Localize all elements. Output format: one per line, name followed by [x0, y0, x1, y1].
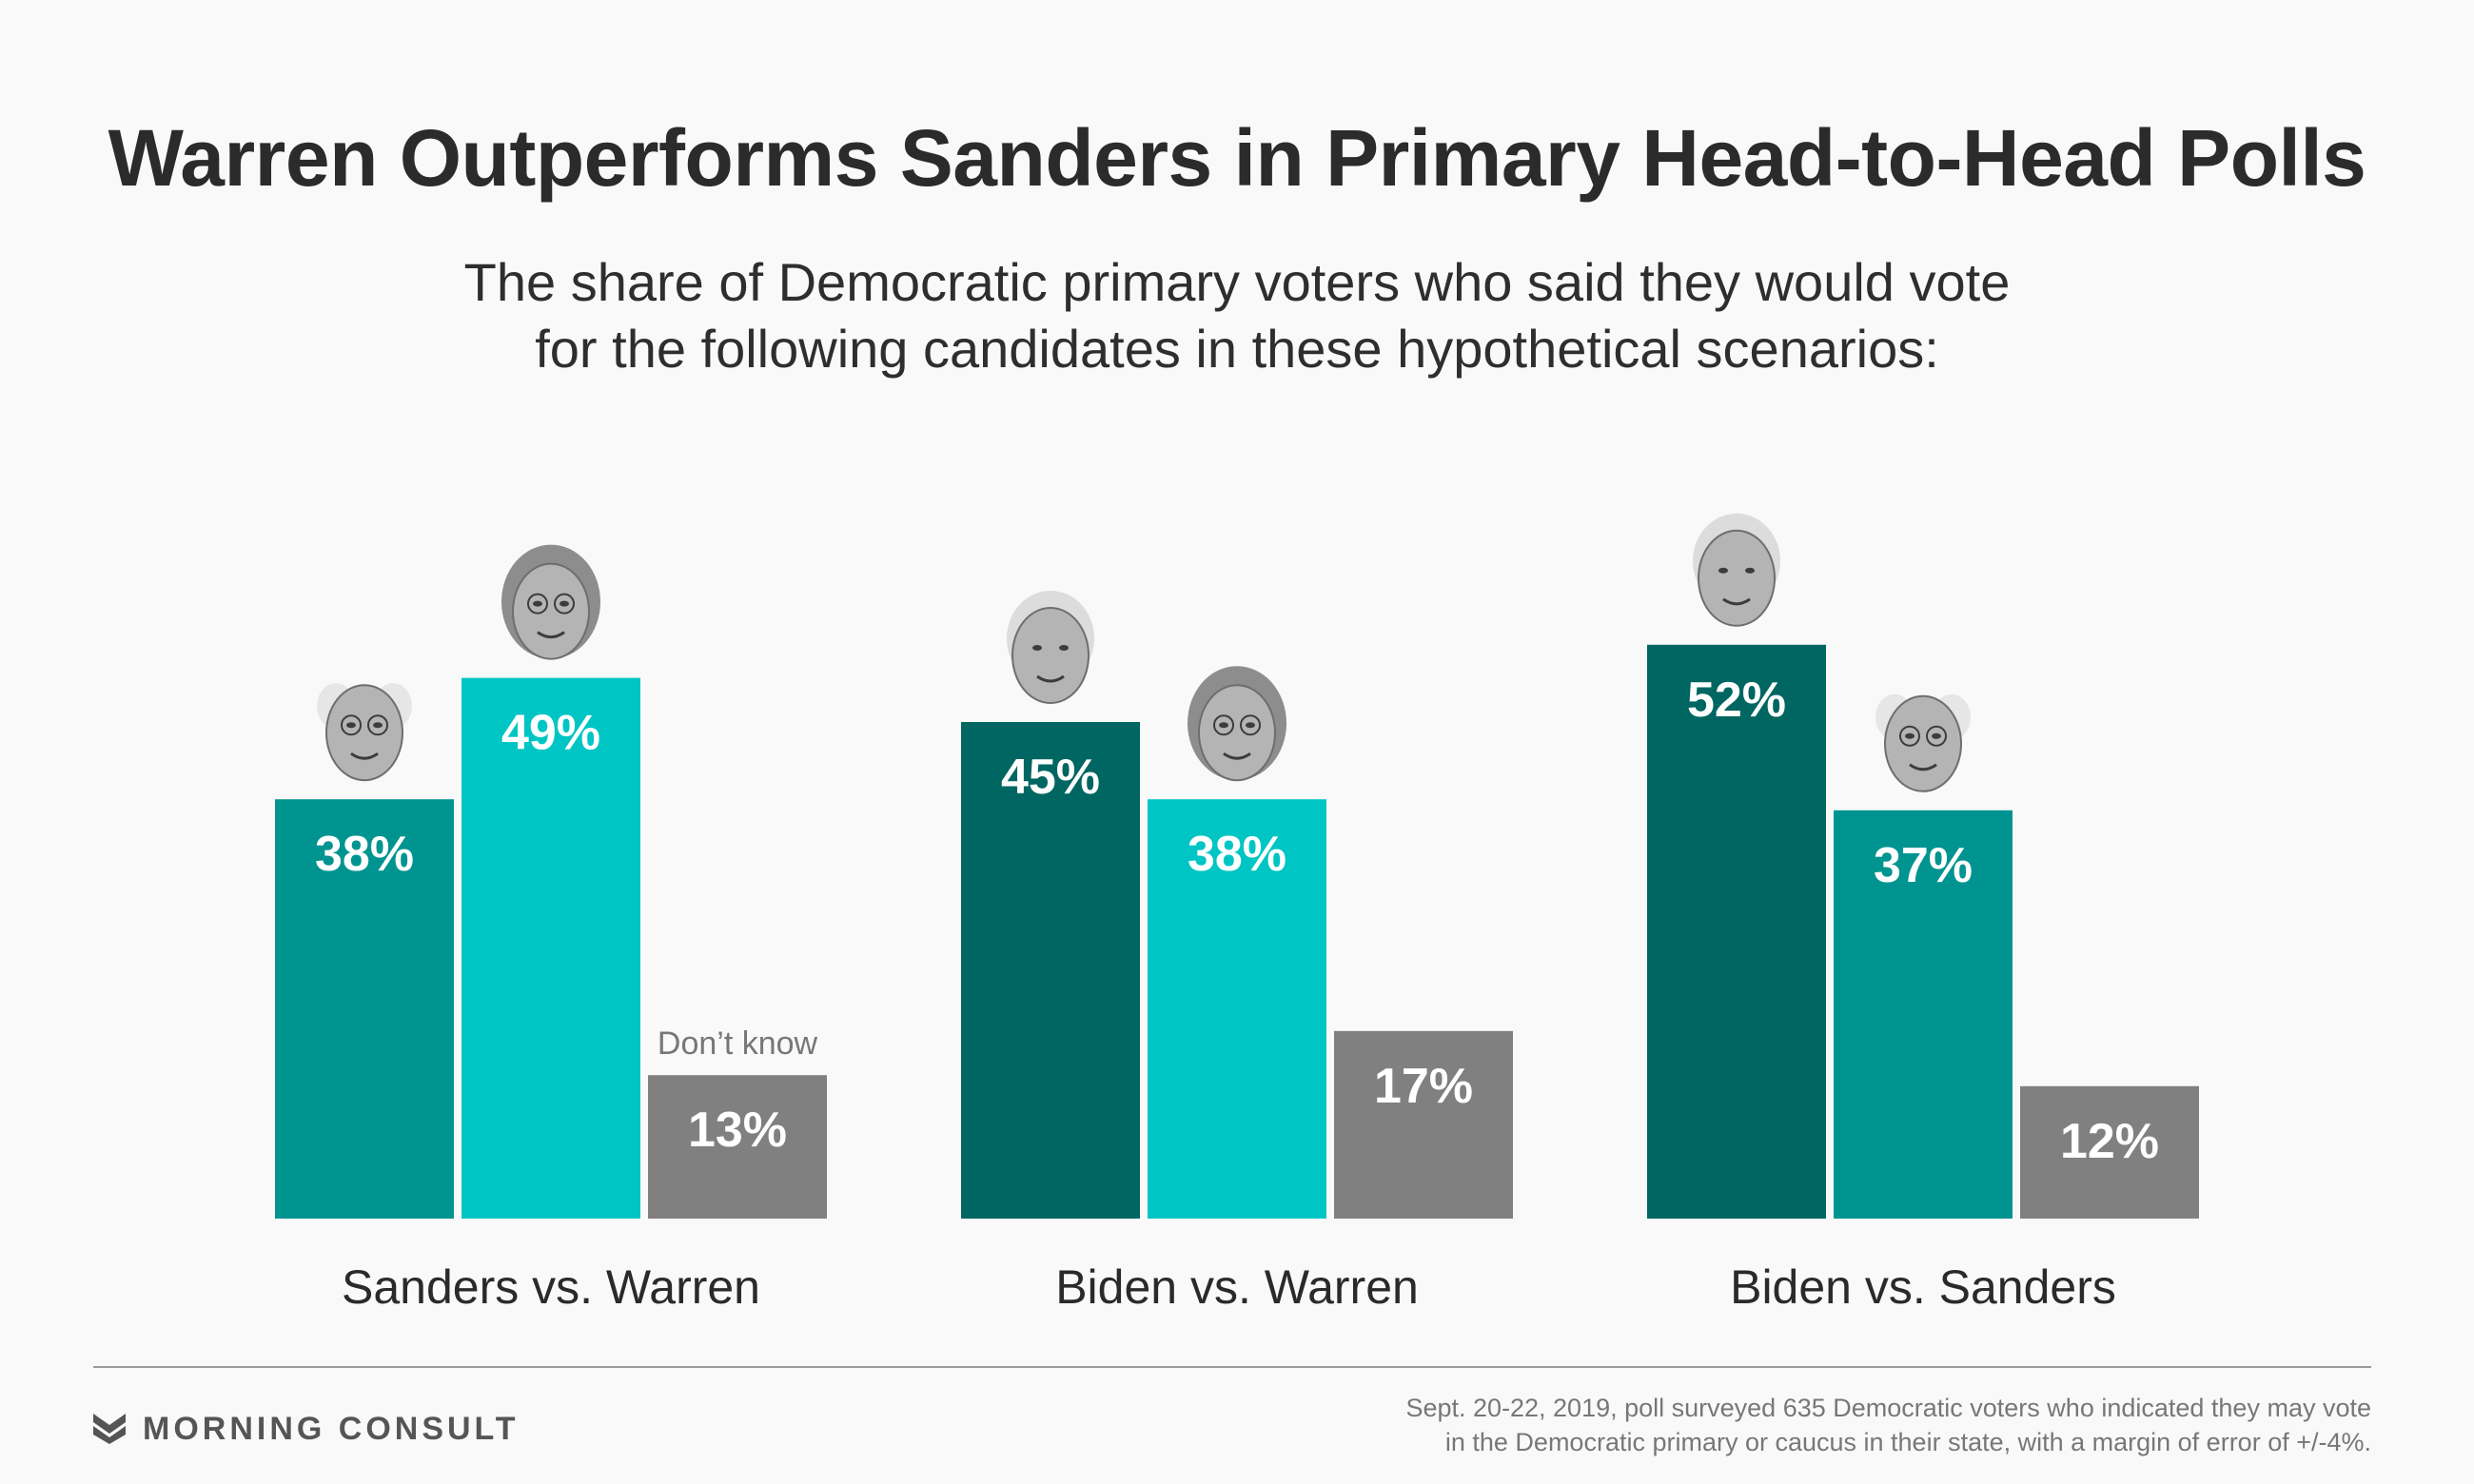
bar-value-label: 52%	[1687, 673, 1786, 728]
bar-sanders	[1834, 810, 2013, 1219]
sanders-face-icon	[317, 683, 412, 782]
bar-value-label: 13%	[688, 1103, 787, 1158]
bar-dontknow	[648, 1075, 827, 1219]
warren-face-icon	[1188, 666, 1286, 782]
bar-warren	[461, 677, 640, 1219]
bar-biden	[961, 722, 1140, 1219]
bar-dontknow	[2020, 1085, 2199, 1219]
bar-value-label: 12%	[2060, 1114, 2159, 1169]
biden-face-icon	[1693, 513, 1780, 627]
bar-value-label: 38%	[1188, 827, 1286, 882]
warren-face-icon	[501, 544, 600, 660]
bar-biden	[1647, 644, 1826, 1219]
category-label: Sanders vs. Warren	[342, 1260, 760, 1314]
category-label: Biden vs. Warren	[1055, 1260, 1419, 1314]
bar-dontknow	[1334, 1030, 1513, 1219]
bar-sanders	[275, 799, 454, 1219]
bar-value-label: 38%	[315, 827, 414, 882]
category-label: Biden vs. Sanders	[1730, 1260, 2116, 1314]
source-note-line-2: in the Democratic primary or caucus in t…	[1444, 1428, 2371, 1456]
chart-title: Warren Outperforms Sanders in Primary He…	[108, 113, 2366, 203]
subtitle-line-2: for the following candidates in these hy…	[535, 319, 1939, 379]
bar-value-label: 45%	[1001, 750, 1100, 805]
sanders-face-icon	[1875, 693, 1971, 792]
chart-subtitle: The share of Democratic primary voters w…	[0, 249, 2474, 382]
bar-value-label: 49%	[501, 706, 600, 761]
source-note: Sept. 20-22, 2019, poll surveyed 635 Dem…	[1229, 1391, 2371, 1459]
biden-face-icon	[1007, 591, 1094, 704]
footer-divider	[93, 1366, 2371, 1368]
subtitle-line-1: The share of Democratic primary voters w…	[463, 252, 2011, 312]
bar-value-label: 17%	[1374, 1059, 1473, 1114]
bar-value-label: 37%	[1874, 838, 1973, 893]
brand-name: MORNING CONSULT	[143, 1410, 520, 1447]
dont-know-note: Don’t know	[658, 1025, 818, 1062]
bar-group: 38% 49% 13% Don’t know Sanders vs. Warren	[275, 544, 827, 1314]
source-note-line-1: Sept. 20-22, 2019, poll surveyed 635 Dem…	[1405, 1394, 2371, 1422]
bar-warren	[1148, 799, 1326, 1219]
brand-logo: MORNING CONSULT	[93, 1408, 520, 1450]
bar-group: 52% 37% 12% Biden vs. Sanders	[1647, 513, 2199, 1314]
bar-group: 45% 38% 17% Biden vs. Warren	[961, 591, 1513, 1314]
morning-consult-logo-icon	[93, 1414, 126, 1444]
